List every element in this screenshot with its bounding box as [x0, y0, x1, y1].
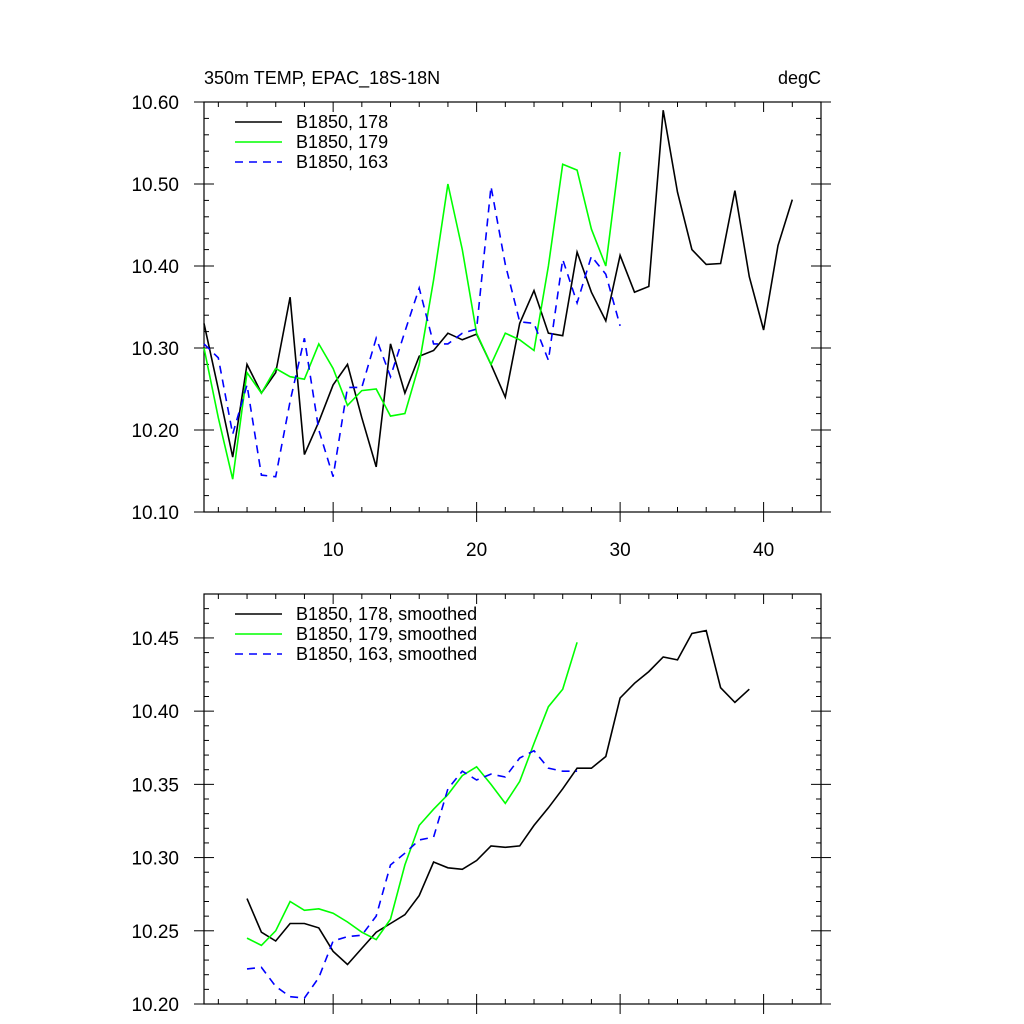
y-tick-label: 10.40	[131, 257, 179, 278]
series-line-1	[246, 629, 750, 966]
legend-label: B1850, 178	[296, 112, 388, 132]
y-tick-label: 10.25	[131, 922, 179, 943]
plot-frame	[203, 101, 822, 513]
y-tick-label: 10.30	[131, 849, 179, 870]
series-line-3	[203, 186, 621, 478]
y-tick-label: 10.45	[131, 629, 179, 650]
y-tick-label: 10.20	[131, 995, 179, 1016]
bottom-panel: 10.20 10.25 10.30 10.35 10.40 10.45 B1850, 178…	[131, 593, 831, 1016]
series-line-2	[203, 151, 621, 480]
y-tick-label: 10.60	[131, 93, 179, 114]
legend-label: B1850, 179, smoothed	[296, 624, 477, 644]
y-tick-label: 10.35	[131, 775, 179, 796]
series-line-3	[246, 749, 578, 999]
x-tick-label: 40	[753, 540, 774, 561]
legend-label: B1850, 163	[296, 152, 388, 172]
y-tick-label: 10.20	[131, 421, 179, 442]
x-tick-label: 20	[466, 540, 487, 561]
legend-label: B1850, 178, smoothed	[296, 604, 477, 624]
series-line-2	[246, 642, 578, 947]
legend-label: B1850, 179	[296, 132, 388, 152]
top-panel: 10 20 30 40 10.10 10.20 10.30 10.40 10.50 10.60 B1…	[131, 93, 831, 561]
x-tick-label: 10	[323, 540, 344, 561]
y-tick-label: 10.50	[131, 175, 179, 196]
y-tick-label: 10.40	[131, 702, 179, 723]
y-tick-label: 10.30	[131, 339, 179, 360]
chart-title-left: 350m TEMP, EPAC_18S-18N	[204, 68, 440, 89]
chart-title-right: degC	[778, 68, 821, 88]
x-tick-label: 30	[610, 540, 631, 561]
legend-label: B1850, 163, smoothed	[296, 644, 477, 664]
y-tick-label: 10.10	[131, 503, 179, 524]
series-line-1	[203, 110, 794, 468]
